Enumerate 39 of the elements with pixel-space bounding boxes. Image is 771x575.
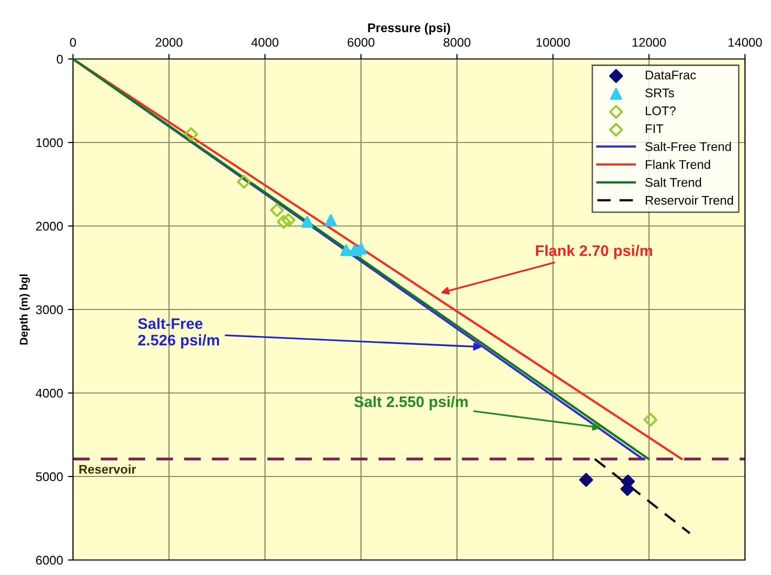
legend-label: LOT? (646, 106, 676, 116)
annotation: Salt 2.550 psi/m (354, 396, 468, 410)
point (340, 244, 352, 256)
x-tick-label: 10000 (536, 38, 570, 47)
x-tick-label: 6000 (348, 38, 374, 47)
annotation: Salt-Free 2.526 psi/m (138, 318, 220, 349)
point (301, 216, 314, 228)
y-tick-label: 6000 (36, 556, 63, 565)
x-tick-label: 8000 (444, 38, 470, 47)
y-axis-title: Depth (m) bgl (20, 274, 30, 345)
legend-label: SRTs (645, 88, 674, 98)
legend-label: FIT (646, 124, 664, 134)
legend-label: Flank Trend (646, 160, 710, 169)
point (236, 174, 251, 189)
y-tick-label: 2000 (36, 222, 63, 231)
y-tick-label: 5000 (36, 472, 63, 482)
y-tick-label: 0 (56, 54, 63, 64)
point (276, 214, 291, 229)
x-axis-title: Pressure (psi) (368, 23, 450, 35)
legend-label: Reservoir Trend (646, 196, 733, 205)
y-tick-label: 3000 (36, 305, 63, 314)
x-tick-label: 12000 (632, 38, 666, 47)
x-tick-label: 0 (70, 38, 76, 47)
x-tick-label: 14000 (728, 38, 762, 47)
point (644, 412, 658, 427)
point (282, 213, 296, 228)
legend-label: DataFrac (646, 70, 696, 80)
legend-label: Salt-Free Trend (645, 142, 731, 152)
point (270, 203, 284, 218)
y-tick-label: 4000 (36, 388, 63, 398)
x-tick-label: 2000 (156, 38, 182, 47)
x-tick-label: 4000 (251, 38, 278, 47)
legend-label: Salt Trend (645, 178, 702, 187)
point (184, 127, 198, 142)
point (324, 214, 337, 226)
ref-line-label: Reservoir (79, 464, 136, 474)
y-tick-label: 1000 (36, 138, 63, 148)
point (579, 472, 594, 487)
annotation: Flank 2.70 psi/m (536, 244, 652, 260)
